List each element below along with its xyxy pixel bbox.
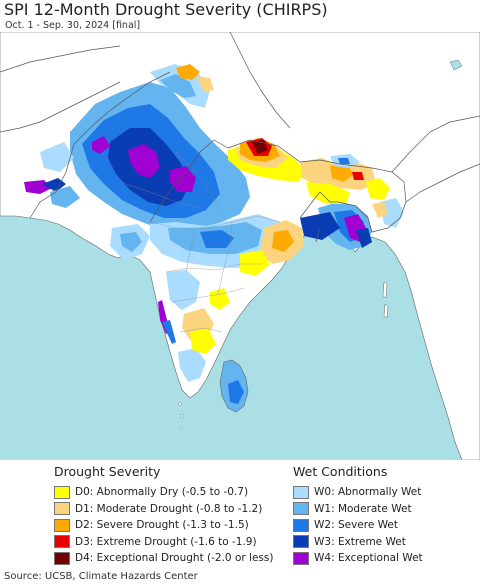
legend-item-d2: D2: Severe Drought (-1.3 to -1.5): [54, 517, 273, 534]
legend-swatch-w2: [293, 518, 309, 532]
country-borders: [0, 32, 480, 243]
source-credit: Source: UCSB, Climate Hazards Center: [4, 571, 198, 582]
legend-label-w0: W0: Abnormally Wet: [314, 486, 422, 499]
legend-swatch-d4: [54, 551, 70, 565]
legend-wet-heading: Wet Conditions: [293, 464, 388, 479]
legend: Drought Severity D0: Abnormally Dry (-0.…: [0, 460, 480, 568]
page-title: SPI 12-Month Drought Severity (CHIRPS): [4, 0, 328, 19]
legend-swatch-d3: [54, 535, 70, 549]
legend-swatch-w4: [293, 551, 309, 565]
legend-label-d0: D0: Abnormally Dry (-0.5 to -0.7): [75, 486, 249, 499]
legend-swatch-w0: [293, 485, 309, 499]
legend-label-w2: W2: Severe Wet: [314, 519, 398, 532]
legend-drought-heading: Drought Severity: [54, 464, 161, 479]
drought-map: [0, 32, 480, 460]
legend-item-w4: W4: Exceptional Wet: [293, 550, 423, 567]
legend-item-d1: D1: Moderate Drought (-0.8 to -1.2): [54, 501, 273, 518]
legend-item-d0: D0: Abnormally Dry (-0.5 to -0.7): [54, 484, 273, 501]
legend-label-d3: D3: Extreme Drought (-1.6 to -1.9): [75, 535, 257, 548]
legend-swatch-d0: [54, 485, 70, 499]
legend-item-w2: W2: Severe Wet: [293, 517, 423, 534]
legend-label-d1: D1: Moderate Drought (-0.8 to -1.2): [75, 502, 263, 515]
legend-drought: Drought Severity D0: Abnormally Dry (-0.…: [54, 464, 273, 567]
legend-wet: Wet Conditions W0: Abnormally Wet W1: Mo…: [293, 464, 423, 567]
legend-label-d2: D2: Severe Drought (-1.3 to -1.5): [75, 519, 249, 532]
legend-item-d4: D4: Exceptional Drought (-2.0 or less): [54, 550, 273, 567]
legend-label-w1: W1: Moderate Wet: [314, 502, 412, 515]
legend-label-w4: W4: Exceptional Wet: [314, 552, 423, 565]
date-range: Oct. 1 - Sep. 30, 2024 [final]: [5, 20, 141, 31]
legend-item-d3: D3: Extreme Drought (-1.6 to -1.9): [54, 534, 273, 551]
exceptional-wet-patch: [128, 144, 160, 178]
legend-swatch-d1: [54, 502, 70, 516]
state-borders: [119, 151, 281, 333]
legend-item-w1: W1: Moderate Wet: [293, 501, 423, 518]
legend-item-w0: W0: Abnormally Wet: [293, 484, 423, 501]
legend-swatch-w3: [293, 535, 309, 549]
legend-item-w3: W3: Extreme Wet: [293, 534, 423, 551]
legend-swatch-d2: [54, 518, 70, 532]
legend-label-d4: D4: Exceptional Drought (-2.0 or less): [75, 552, 274, 565]
legend-swatch-w1: [293, 502, 309, 516]
legend-label-w3: W3: Extreme Wet: [314, 535, 406, 548]
